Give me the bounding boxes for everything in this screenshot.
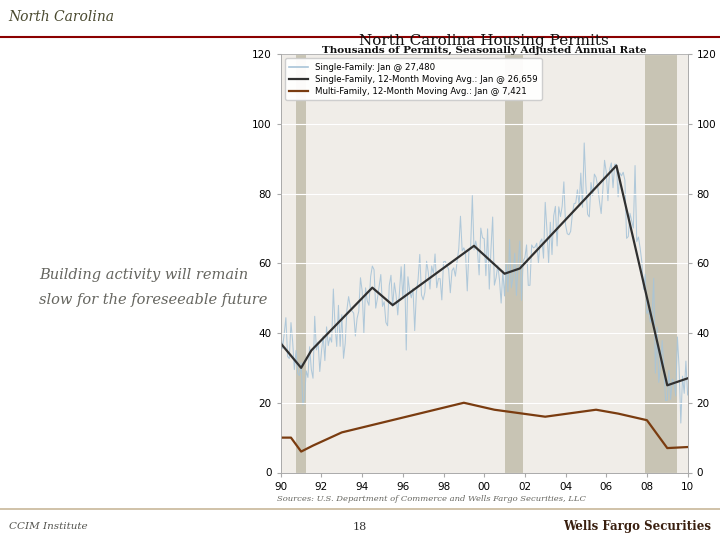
Text: CCIM Institute: CCIM Institute [9, 522, 87, 531]
Text: Wells Fargo Securities: Wells Fargo Securities [563, 520, 711, 533]
Bar [505, 54, 523, 472]
Text: North Carolina: North Carolina [9, 10, 114, 24]
Text: 18: 18 [353, 522, 367, 532]
Text: Thousands of Permits, Seasonally Adjusted Annual Rate: Thousands of Permits, Seasonally Adjuste… [322, 46, 646, 55]
Text: Building activity will remain
slow for the foreseeable future: Building activity will remain slow for t… [40, 267, 268, 307]
Bar [645, 54, 678, 472]
Bar [296, 54, 306, 472]
Text: North Carolina Housing Permits: North Carolina Housing Permits [359, 33, 608, 48]
Text: Sources: U.S. Department of Commerce and Wells Fargo Securities, LLC: Sources: U.S. Department of Commerce and… [277, 495, 586, 503]
Legend: Single-Family: Jan @ 27,480, Single-Family, 12-Month Moving Avg.: Jan @ 26,659, : Single-Family: Jan @ 27,480, Single-Fami… [285, 58, 542, 100]
